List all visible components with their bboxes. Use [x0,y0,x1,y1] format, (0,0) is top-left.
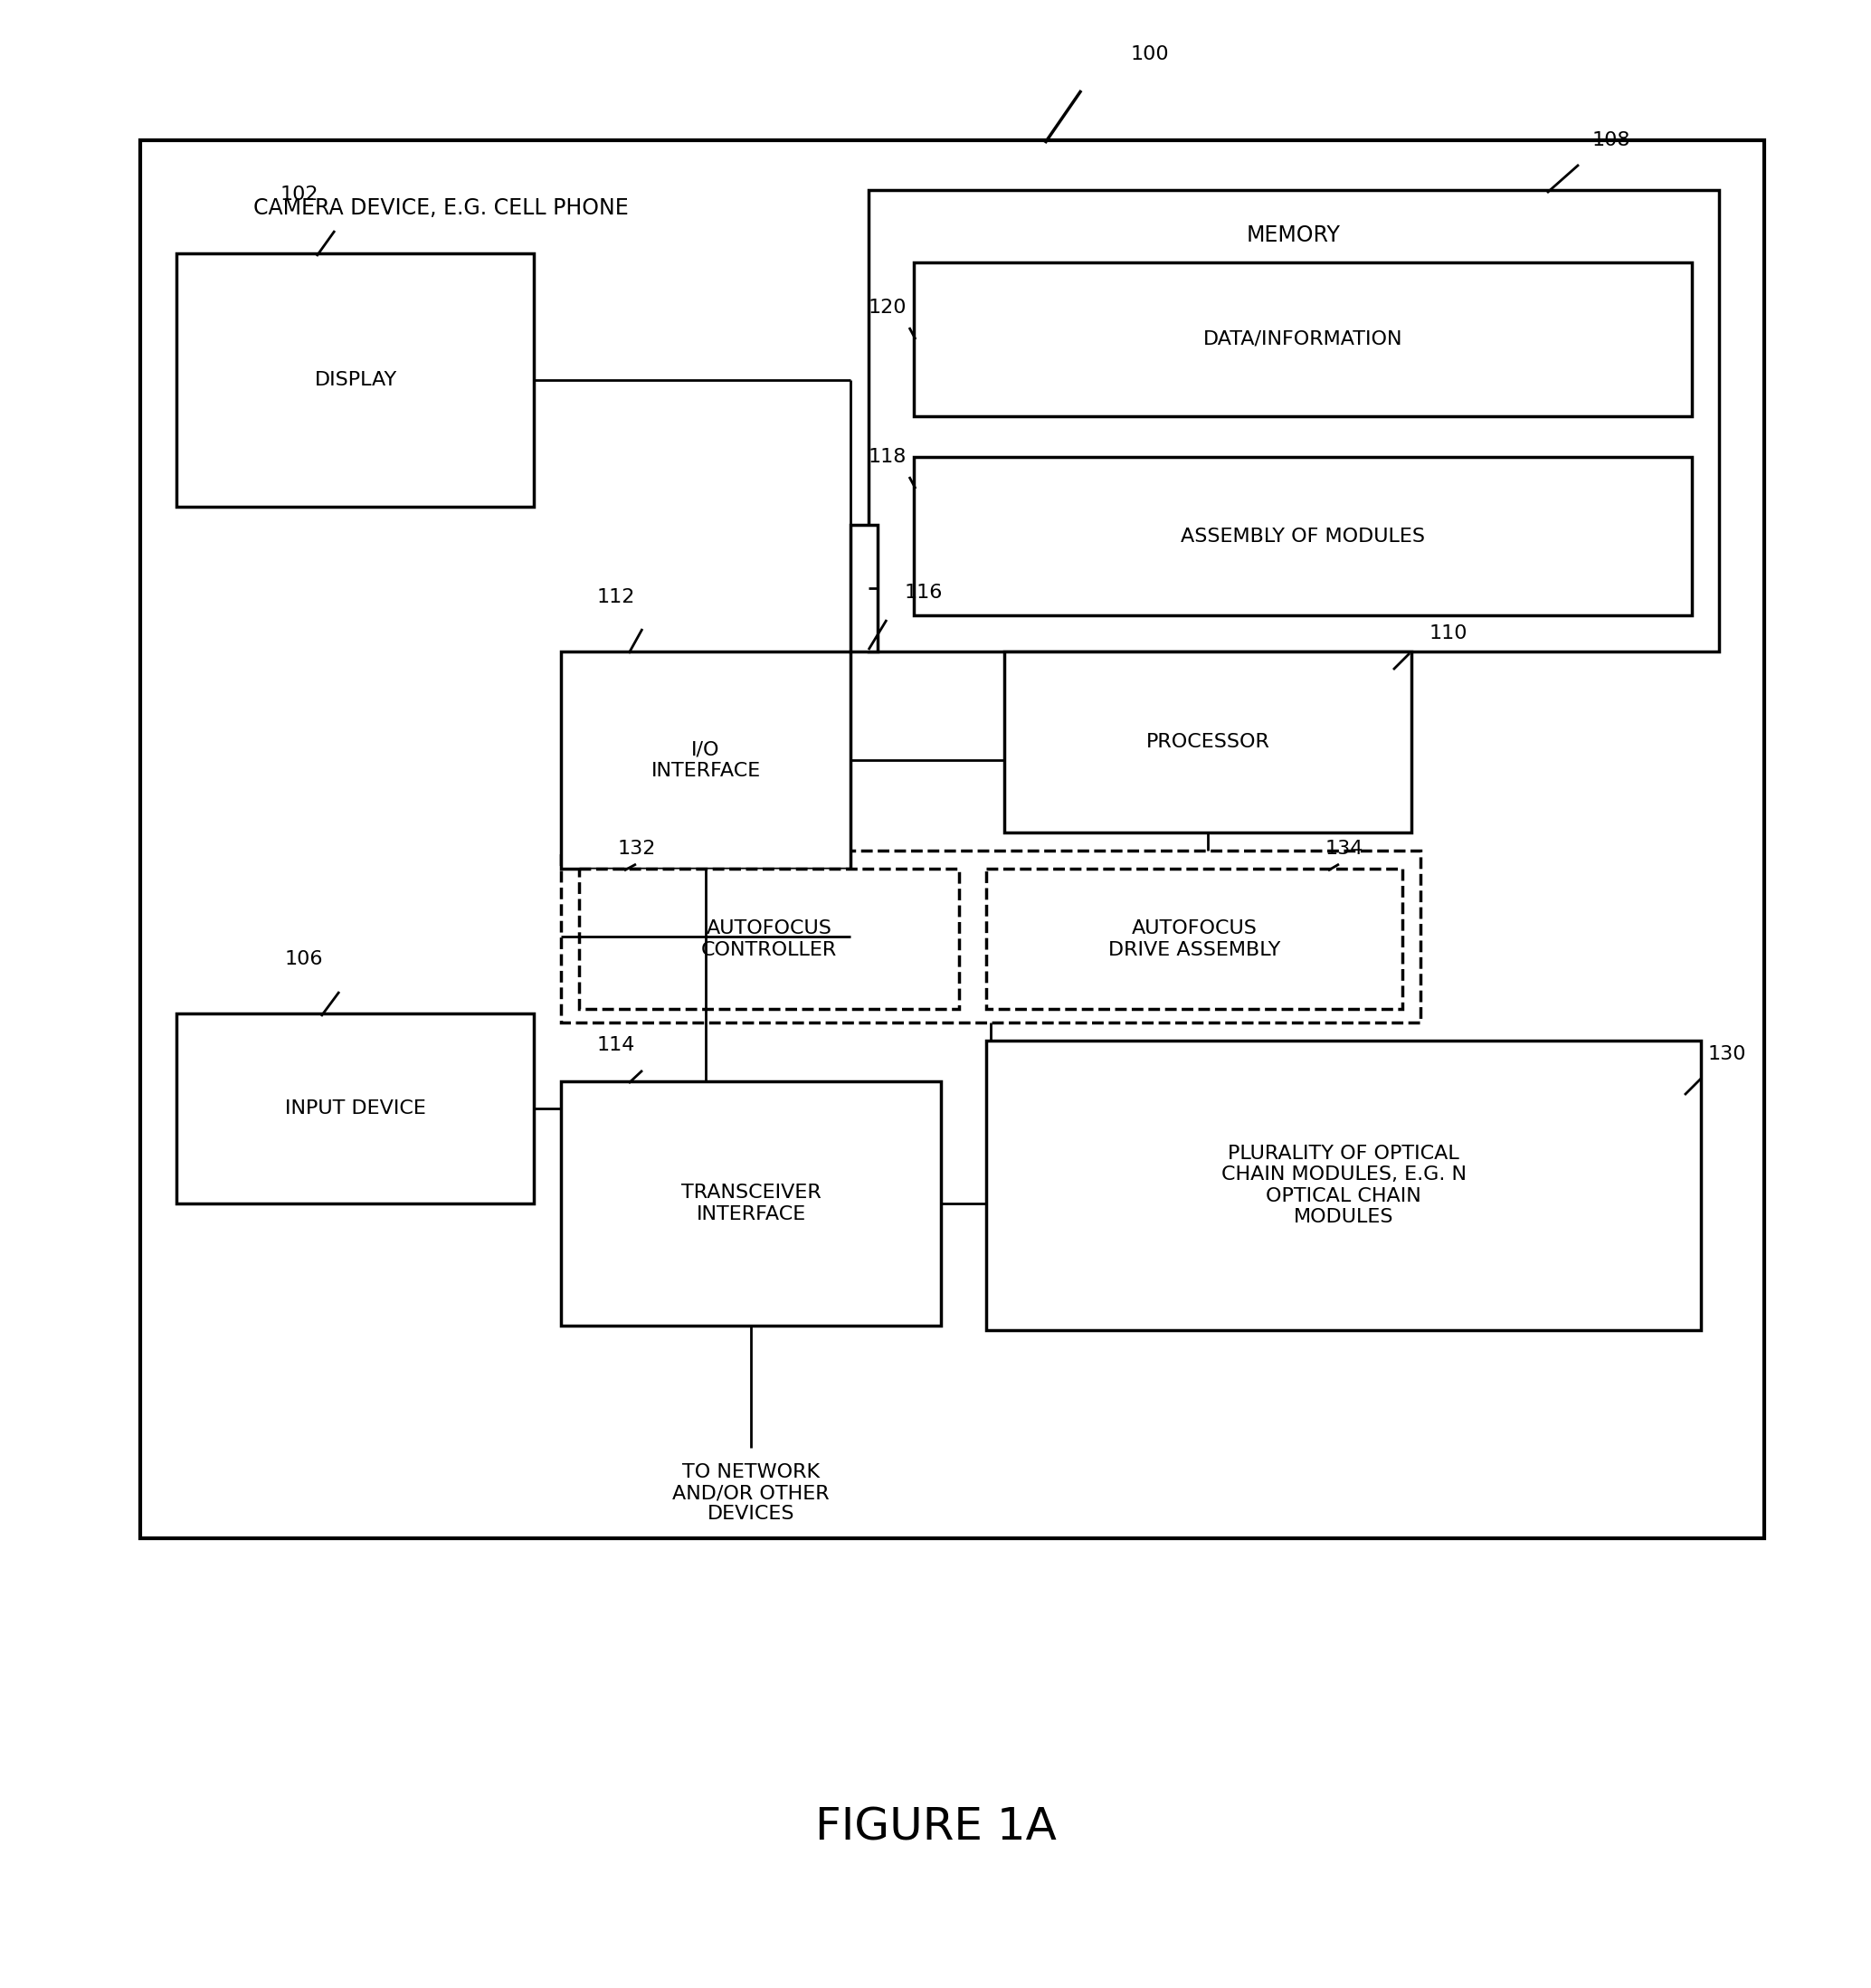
Text: DATA/INFORMATION: DATA/INFORMATION [1203,330,1403,348]
Bar [140,141,1764,1539]
Bar [986,869,1403,1010]
Bar [868,191,1719,652]
Bar [561,652,851,869]
Text: PROCESSOR: PROCESSOR [1145,734,1270,751]
Text: AUTOFOCUS
DRIVE ASSEMBLY: AUTOFOCUS DRIVE ASSEMBLY [1108,920,1280,958]
Text: 130: 130 [1708,1046,1748,1064]
Bar [851,525,877,652]
Text: TRANSCEIVER
INTERFACE: TRANSCEIVER INTERFACE [681,1185,821,1223]
Text: 110: 110 [1429,624,1469,642]
Bar [176,252,533,507]
Bar [1005,652,1411,833]
Text: CAMERA DEVICE, E.G. CELL PHONE: CAMERA DEVICE, E.G. CELL PHONE [253,197,629,219]
Text: 132: 132 [617,839,657,857]
Bar [913,457,1691,616]
Bar [578,869,960,1010]
Text: 134: 134 [1325,839,1364,857]
Text: 112: 112 [597,588,636,606]
Bar [561,851,1420,1022]
Text: 108: 108 [1592,131,1632,149]
Text: TO NETWORK
AND/OR OTHER
DEVICES: TO NETWORK AND/OR OTHER DEVICES [672,1463,829,1523]
Bar [986,1040,1701,1330]
Bar [913,262,1691,415]
Text: 102: 102 [281,185,318,203]
Text: FIGURE 1A: FIGURE 1A [814,1807,1057,1849]
Text: I/O
INTERFACE: I/O INTERFACE [651,742,760,779]
Text: 100: 100 [1130,46,1169,64]
Text: PLURALITY OF OPTICAL
CHAIN MODULES, E.G. N
OPTICAL CHAIN
MODULES: PLURALITY OF OPTICAL CHAIN MODULES, E.G.… [1222,1145,1467,1227]
Text: 118: 118 [868,447,907,465]
Text: AUTOFOCUS
CONTROLLER: AUTOFOCUS CONTROLLER [702,920,836,958]
Bar [176,1014,533,1203]
Text: MEMORY: MEMORY [1246,225,1342,247]
Bar [561,1081,941,1326]
Text: 106: 106 [284,950,324,968]
Text: ASSEMBLY OF MODULES: ASSEMBLY OF MODULES [1181,527,1426,545]
Text: 116: 116 [906,584,943,602]
Text: INPUT DEVICE: INPUT DEVICE [284,1099,427,1117]
Text: 114: 114 [597,1036,636,1054]
Text: DISPLAY: DISPLAY [314,372,397,390]
Text: 120: 120 [868,298,907,316]
